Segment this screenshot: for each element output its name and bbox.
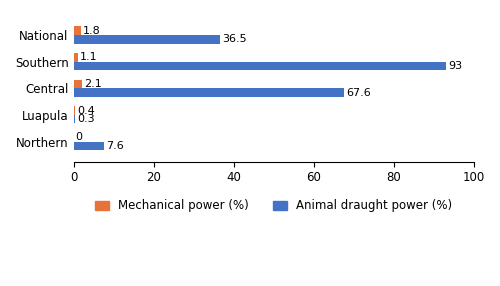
Bar <box>74 142 104 150</box>
Text: 1.8: 1.8 <box>83 26 100 36</box>
Text: 0.3: 0.3 <box>77 114 94 124</box>
Bar <box>74 115 75 124</box>
Text: 1.1: 1.1 <box>80 52 98 62</box>
Text: 93: 93 <box>448 61 462 71</box>
Text: 67.6: 67.6 <box>346 88 371 98</box>
Text: 36.5: 36.5 <box>222 34 246 44</box>
Text: 0.4: 0.4 <box>77 106 95 116</box>
Text: 7.6: 7.6 <box>106 141 124 151</box>
Bar <box>74 61 446 70</box>
Bar <box>74 80 82 88</box>
Bar <box>74 27 81 35</box>
Bar <box>74 53 78 61</box>
Text: 2.1: 2.1 <box>84 79 102 89</box>
Bar <box>74 35 220 43</box>
Text: 0: 0 <box>76 132 82 142</box>
Bar <box>74 106 75 115</box>
Bar <box>74 88 344 97</box>
Legend: Mechanical power (%), Animal draught power (%): Mechanical power (%), Animal draught pow… <box>90 195 458 217</box>
